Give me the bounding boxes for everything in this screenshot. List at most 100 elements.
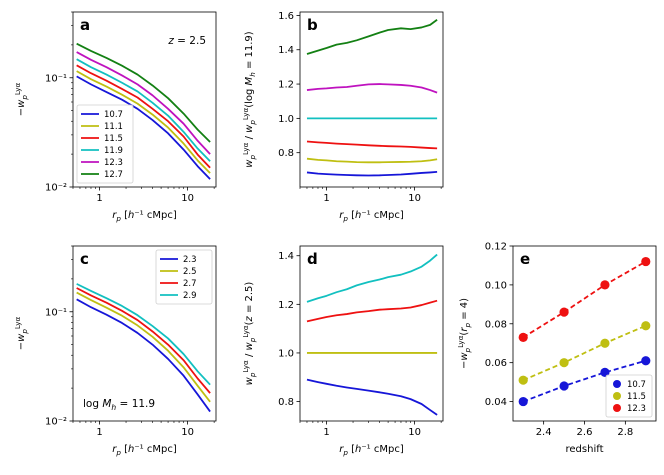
series-line-c-1 [76,291,211,403]
series-line-b-5 [306,18,438,55]
y-tick-label: 0.8 [278,397,294,408]
x-tick-label: 1 [96,193,102,204]
y-axis-label-d: wpLyα / wpLyα(z = 2.5) [241,282,257,386]
y-tick-label: 10⁻¹ [45,73,67,84]
series-line-b-2 [306,140,438,150]
plot-area-e [518,256,651,407]
point-e-2-3 [641,256,651,267]
legend-label: 12.7 [104,170,123,180]
x-axis-label-d: rp [h⁻¹ cMpc] [339,444,404,457]
y-axis-label-a: −wpLyα [13,83,29,117]
x-axis-label-e: redshift [566,444,604,455]
y-tick-label: 0.08 [485,319,507,330]
legend-a: 10.7 11.1 11.5 11.9 12.3 12.7 [76,104,134,184]
legend-label: 11.5 [104,134,123,144]
x-axis-label-b: rp [h⁻¹ cMpc] [339,210,404,223]
legend-box [155,249,213,305]
axes-frame-b [299,11,444,188]
fit-line-e-1 [522,324,647,381]
axes-frame-d [299,245,444,422]
fit-line-e-2 [522,260,647,339]
point-e-2-1 [559,307,569,317]
plot-area-c [76,283,211,413]
x-tick-label: 1 [96,427,102,438]
x-tick-label: 2.4 [536,427,552,438]
legend-label: 2.3 [183,255,197,265]
y-tick-label: 1.4 [278,45,294,56]
series-line-c-3 [76,283,211,386]
panel-label-d: d [307,250,318,268]
panel-e: 2.4 2.6 2.8 0.04 0.06 0.08 0.10 0.12 redshift −wp… [456,242,657,455]
point-e-2-2 [600,280,610,290]
panel-label-a: a [80,16,90,34]
panel-d: 1 10 0.8 1.0 1.2 1.4 rp [h⁻¹ cMpc] wpLyα / wpLy… [241,245,444,457]
legend-label: 2.9 [183,291,197,301]
panel-b: 1 10 0.8 1.0 1.2 1.4 1.6 rp [h⁻¹ cMpc] wpLyα / w… [241,11,444,223]
legend-label: 11.5 [627,392,646,402]
legend-label: 11.1 [104,122,123,132]
series-line-c-0 [76,298,211,413]
series-line-b-1 [306,157,438,164]
point-e-1-0 [518,375,528,385]
legend-label: 2.5 [183,267,197,277]
point-e-0-3 [641,356,651,366]
panel-label-b: b [307,16,318,34]
series-line-a-1 [76,70,211,174]
legend-e: 10.7 11.5 12.3 [605,374,653,418]
plot-area-d [306,253,438,416]
series-line-a-0 [76,75,211,180]
series-line-a-4 [76,51,211,155]
plot-area-b [306,18,438,177]
y-axis-label-b: wpLyα / wpLyα(log Mh = 11.9) [241,31,257,167]
point-e-0-0 [518,396,528,407]
x-axis-label-c: rp [h⁻¹ cMpc] [112,444,177,457]
series-line-c-2 [76,287,211,394]
y-tick-label: 0.8 [278,148,294,159]
series-line-a-2 [76,64,211,169]
legend-label: 11.9 [104,146,123,156]
panel-c: 1 10 10⁻² 10⁻¹ rp [h⁻¹ cMpc] −wpLyα c log Mh = … [13,245,217,457]
plot-area-a [76,42,211,180]
x-tick-label: 10 [408,427,421,438]
y-tick-label: 10⁻² [45,417,67,428]
x-tick-label: 10 [181,427,194,438]
axes-frame-a [72,11,217,188]
point-e-1-2 [600,338,610,348]
series-line-a-5 [76,42,211,143]
point-e-1-1 [559,358,569,368]
series-line-d-2 [306,299,438,323]
y-tick-label: 1.0 [278,114,294,125]
series-line-b-0 [306,171,438,177]
y-tick-label: 0.04 [485,397,507,408]
y-tick-label: 1.2 [278,300,294,311]
panel-a: 1 10 10⁻² 10⁻¹ rp [h⁻¹ cMpc] −wpLyα a z = 2.5 10… [13,11,217,223]
y-tick-label: 10⁻¹ [45,307,67,318]
legend-c: 2.3 2.5 2.7 2.9 [155,249,213,305]
legend-label: 12.3 [104,158,123,168]
x-tick-label: 2.8 [617,427,633,438]
x-tick-label: 10 [408,193,421,204]
y-tick-label: 0.06 [485,358,507,369]
annotation-a: z = 2.5 [167,35,206,47]
x-tick-label: 1 [323,427,329,438]
axes-frame-c [72,245,217,422]
y-tick-label: 1.4 [278,251,294,262]
series-line-b-4 [306,83,438,94]
fit-line-e-0 [522,359,647,403]
y-tick-label: 0.12 [485,242,507,253]
legend-marker [613,380,621,388]
legend-label: 2.7 [183,279,197,289]
point-e-1-3 [641,321,651,331]
x-tick-label: 10 [181,193,194,204]
legend-label: 10.7 [627,380,646,390]
point-e-0-1 [559,381,569,391]
legend-label: 12.3 [627,404,646,414]
y-tick-label: 1.0 [278,348,294,359]
x-axis-label-a: rp [h⁻¹ cMpc] [112,210,177,223]
x-tick-label: 2.6 [577,427,593,438]
series-line-a-3 [76,58,211,162]
series-line-d-0 [306,378,438,416]
y-axis-label-c: −wpLyα [13,317,29,351]
legend-label: 10.7 [104,110,123,120]
